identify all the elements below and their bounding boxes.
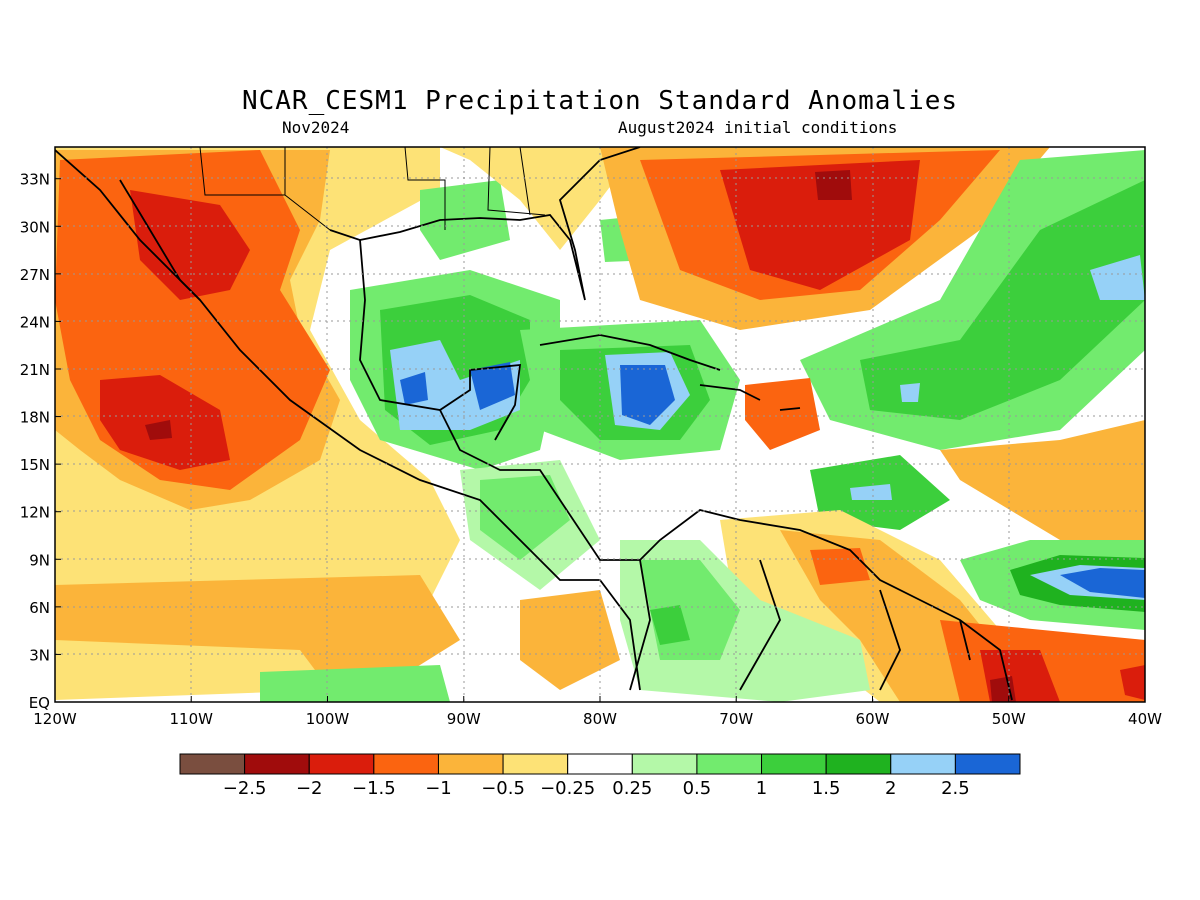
anomaly-region-eq-pacific-wet: [260, 665, 450, 702]
colorbar-label: −1: [425, 778, 452, 799]
us-gulf-coast: [359, 147, 641, 301]
anomaly-region-atlantic-light-blue-1: [1090, 255, 1145, 300]
colorbar-label: −2: [296, 778, 323, 799]
colorbar-swatch: [631, 753, 698, 775]
anomaly-region-tropical-atlantic-blue: [1060, 568, 1145, 598]
colorbar-swatch: [244, 753, 310, 775]
anomaly-region-central-atlantic-wet: [860, 180, 1145, 420]
colorbar-label: −0.5: [481, 778, 525, 799]
puerto-rico: [779, 407, 801, 411]
anomaly-region-campeche-blue: [400, 372, 428, 405]
baja-peninsula: [119, 179, 201, 301]
political-borders: [199, 147, 546, 231]
south-america-interior: [629, 559, 971, 691]
latitude-labels: 33N 30N 27N 24N 21N 18N 15N 12N 9N 6N 3N EQ: [20, 171, 50, 712]
chart-title: NCAR_CESM1 Precipitation Standard Anomal…: [241, 86, 959, 116]
lon-label-40W: 40W: [1128, 710, 1162, 728]
us-mexico-border: [199, 147, 331, 231]
anomaly-region-pacific-core-dry: [145, 420, 172, 440]
colorbar-swatch: [696, 753, 763, 775]
central-america-outline: [439, 409, 1013, 701]
lon-label-80W: 80W: [583, 710, 617, 728]
lat-label-3N: 3N: [29, 646, 50, 664]
colorbar-label: 0.5: [683, 778, 712, 799]
anomaly-region-east-amazon-dry: [1120, 665, 1145, 700]
lat-label-24N: 24N: [20, 313, 50, 331]
coastlines: [55, 147, 1013, 701]
us-state-lines: [404, 147, 546, 230]
colorbar-swatch: [502, 753, 569, 775]
anomaly-region-atlantic-strong-dry: [720, 160, 920, 290]
colorbar-swatch: [308, 753, 375, 775]
colorbar-label: −2.5: [223, 778, 267, 799]
lat-label-30N: 30N: [20, 218, 50, 236]
anomaly-region-yucatan-blue: [470, 362, 515, 410]
anomaly-region-panama-dry: [520, 590, 620, 690]
lon-label-100W: 100W: [306, 710, 350, 728]
anomaly-region-venezuela-dry: [810, 548, 870, 585]
colorbar-label: −1.5: [352, 778, 396, 799]
lon-label-60W: 60W: [856, 710, 890, 728]
lat-label-EQ: EQ: [29, 694, 50, 712]
lat-label-27N: 27N: [20, 266, 50, 284]
colorbar-label: 2: [885, 778, 896, 799]
lat-label-15N: 15N: [20, 456, 50, 474]
lat-label-18N: 18N: [20, 409, 50, 427]
lon-label-120W: 120W: [33, 710, 77, 728]
anomaly-region-baja-strong-dry: [130, 190, 250, 300]
anomaly-region-central-america-wet: [480, 475, 570, 560]
colorbar-label: 2.5: [941, 778, 970, 799]
colorbar-label: 1: [756, 778, 767, 799]
anomaly-region-atlantic-light-blue-2: [900, 383, 920, 402]
colorbar-swatch: [890, 753, 956, 775]
colorbar-swatch: [825, 753, 892, 775]
lat-label-6N: 6N: [29, 599, 50, 617]
colorbar: −2.5 −2 −1.5 −1 −0.5 −0.25 0.25 0.5 1 1.5 2 2.5: [179, 753, 1021, 799]
tick-marks: [54, 178, 1146, 703]
map-fill-layer: [55, 147, 1145, 702]
colorbar-swatch: [373, 753, 439, 775]
cuba: [539, 334, 721, 371]
colorbar-label: 1.5: [812, 778, 841, 799]
anomaly-region-us-light-dry: [440, 147, 640, 250]
anomaly-region-atlantic-core-dry: [815, 170, 852, 200]
lat-label-9N: 9N: [29, 551, 50, 569]
initial-conditions: August2024 initial conditions: [618, 118, 898, 137]
forecast-month: Nov2024: [282, 118, 350, 137]
lon-label-50W: 50W: [992, 710, 1026, 728]
lat-label-12N: 12N: [20, 504, 50, 522]
anomaly-region-antilles-dry: [745, 378, 820, 450]
mexico-pacific-coast: [55, 149, 641, 691]
hispaniola: [699, 384, 761, 401]
lat-label-33N: 33N: [20, 171, 50, 189]
lon-label-70W: 70W: [719, 710, 753, 728]
anomaly-region-colombia-core-wet: [650, 605, 690, 645]
colorbar-label: −0.25: [540, 778, 595, 799]
lon-label-90W: 90W: [447, 710, 481, 728]
anomaly-region-east-dry: [940, 420, 1145, 560]
lon-label-110W: 110W: [170, 710, 214, 728]
colorbar-swatch: [954, 753, 1021, 775]
lat-label-21N: 21N: [20, 361, 50, 379]
colorbar-swatch: [179, 753, 246, 775]
anomaly-region-northern-gulf-wet: [420, 180, 510, 260]
colorbar-swatch: [437, 753, 504, 775]
colorbar-swatch: [761, 753, 827, 775]
longitude-labels: 120W 110W 100W 90W 80W 70W 60W 50W 40W: [33, 710, 1162, 728]
anomaly-region-jamaica-blue: [620, 365, 675, 425]
grid-lines: [55, 147, 1145, 702]
anomaly-region-lesser-antilles-light-blue: [850, 484, 892, 500]
colorbar-swatch: [567, 753, 633, 775]
colorbar-label: 0.25: [612, 778, 652, 799]
